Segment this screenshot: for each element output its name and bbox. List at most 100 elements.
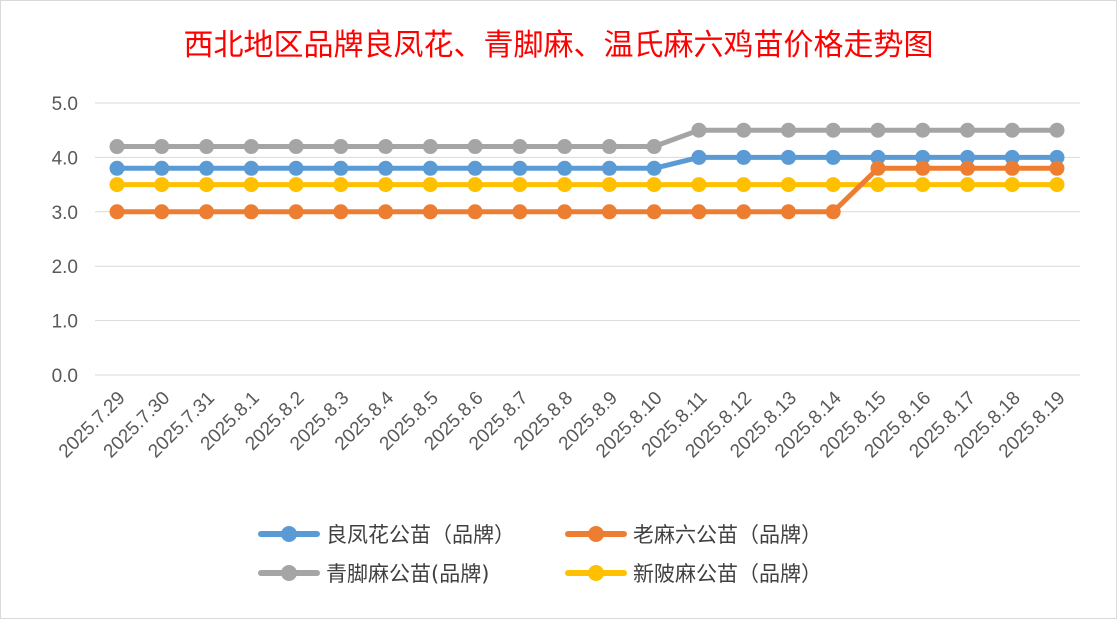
series-line [114, 165, 1060, 215]
series-0 [109, 149, 1065, 176]
data-point [243, 160, 259, 176]
data-point [959, 160, 975, 176]
data-point [915, 160, 931, 176]
data-point [780, 204, 796, 220]
series-1 [109, 160, 1065, 220]
data-point [378, 204, 394, 220]
data-point [288, 204, 304, 220]
data-point [512, 204, 528, 220]
data-point [154, 204, 170, 220]
chart-title: 西北地区品牌良凤花、青脚麻、温氏麻六鸡苗价格走势图 [183, 28, 934, 63]
data-point [422, 204, 438, 220]
data-point [109, 204, 125, 220]
data-point [467, 204, 483, 220]
series-line [114, 154, 1060, 171]
data-point [646, 160, 662, 176]
data-point [1004, 149, 1020, 165]
data-point [1004, 177, 1020, 193]
legend-swatch [565, 558, 627, 588]
data-point [557, 177, 573, 193]
y-tick-label: 3.0 [52, 203, 78, 224]
data-point [422, 139, 438, 155]
data-point [199, 139, 215, 155]
data-point [109, 139, 125, 155]
legend-label: 新陂麻公苗（品牌） [633, 562, 822, 586]
data-point [422, 160, 438, 176]
data-point [825, 177, 841, 193]
data-point [736, 204, 752, 220]
series-line [114, 127, 1060, 150]
data-point [512, 177, 528, 193]
legend-item: 老麻六公苗（品牌） [565, 519, 822, 549]
data-point [646, 139, 662, 155]
data-point [557, 204, 573, 220]
y-tick-label: 0.0 [52, 366, 78, 387]
y-tick-label: 2.0 [52, 257, 78, 278]
data-point [780, 122, 796, 138]
data-point [601, 160, 617, 176]
legend-marker [588, 565, 604, 581]
y-tick-label: 1.0 [52, 312, 78, 333]
data-point [154, 177, 170, 193]
data-point [199, 160, 215, 176]
data-point [915, 122, 931, 138]
data-point [378, 139, 394, 155]
data-point [333, 204, 349, 220]
data-point [959, 122, 975, 138]
data-point [601, 204, 617, 220]
data-point [199, 204, 215, 220]
data-point [378, 160, 394, 176]
y-tick-label: 4.0 [52, 148, 78, 169]
data-point [870, 177, 886, 193]
data-point [154, 160, 170, 176]
data-point [154, 139, 170, 155]
data-point [601, 139, 617, 155]
data-point [691, 177, 707, 193]
data-point [1049, 149, 1065, 165]
data-point [333, 160, 349, 176]
data-point [109, 177, 125, 193]
data-point [288, 160, 304, 176]
series-3 [109, 177, 1065, 193]
data-point [1004, 122, 1020, 138]
legend-label: 良凤花公苗（品牌） [326, 523, 515, 547]
data-point [736, 177, 752, 193]
legend-item: 青脚麻公苗(品牌) [258, 558, 489, 588]
data-point [825, 204, 841, 220]
legend-item: 新陂麻公苗（品牌） [565, 558, 822, 588]
series-2 [109, 122, 1065, 155]
data-point [691, 122, 707, 138]
data-point [1049, 122, 1065, 138]
legend-label: 青脚麻公苗(品牌) [326, 562, 490, 586]
data-point [825, 149, 841, 165]
data-point [959, 177, 975, 193]
data-point [1004, 160, 1020, 176]
data-point [601, 177, 617, 193]
data-point [780, 177, 796, 193]
data-point [512, 139, 528, 155]
data-point [691, 149, 707, 165]
data-point [870, 149, 886, 165]
data-point [243, 139, 259, 155]
data-point [512, 160, 528, 176]
data-point [422, 177, 438, 193]
data-point [467, 139, 483, 155]
data-point [467, 177, 483, 193]
data-point [915, 149, 931, 165]
legend-marker [588, 526, 604, 542]
data-point [109, 160, 125, 176]
legend-label: 老麻六公苗（品牌） [633, 523, 822, 547]
data-point [199, 177, 215, 193]
legend-swatch [258, 558, 320, 588]
data-point [333, 177, 349, 193]
data-point [243, 204, 259, 220]
data-point [870, 122, 886, 138]
data-point [1049, 160, 1065, 176]
legend-item: 良凤花公苗（品牌） [258, 519, 515, 549]
data-point [870, 160, 886, 176]
legend-marker [281, 565, 297, 581]
data-point [691, 204, 707, 220]
legend-swatch [565, 519, 627, 549]
data-point [243, 177, 259, 193]
